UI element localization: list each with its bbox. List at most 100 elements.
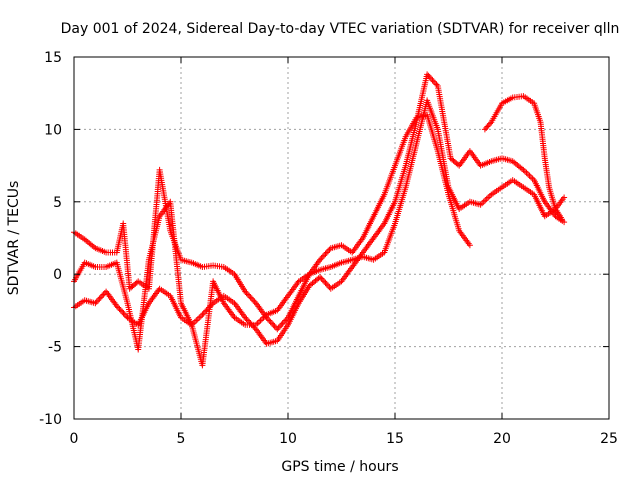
data-point <box>180 316 182 319</box>
data-point <box>308 284 311 287</box>
data-point <box>330 266 332 268</box>
data-point <box>544 215 546 218</box>
data-point <box>554 208 557 210</box>
data-point <box>415 117 418 119</box>
data-point <box>255 324 257 326</box>
data-point <box>437 150 439 152</box>
data-point <box>426 73 428 76</box>
chart-title: Day 001 of 2024, Sidereal Day-to-day VTE… <box>61 21 620 37</box>
data-point <box>233 302 236 304</box>
data-point <box>201 266 204 268</box>
data-point <box>244 324 246 326</box>
data-point <box>276 340 279 342</box>
data-point <box>561 218 563 220</box>
y-tick-label: -10 <box>39 412 62 428</box>
data-point <box>522 95 525 97</box>
data-point <box>158 215 161 218</box>
data-point <box>458 208 461 210</box>
data-point <box>297 295 300 297</box>
data-point <box>308 273 311 276</box>
x-tick-label: 25 <box>600 431 618 447</box>
x-axis-label: GPS time / hours <box>281 459 398 475</box>
data-point <box>394 201 396 203</box>
data-point <box>383 222 386 225</box>
data-point <box>319 276 321 278</box>
y-tick-label: 5 <box>53 195 62 211</box>
axis-ticks: 0 5 10 15 20 25 -10 -5 0 5 10 15 <box>39 50 618 447</box>
data-point <box>116 261 118 264</box>
data-point <box>404 164 407 167</box>
data-point <box>169 295 172 297</box>
data-point <box>479 203 482 206</box>
data-point <box>297 280 300 283</box>
data-point <box>330 247 332 249</box>
data-point <box>362 237 364 239</box>
data-point <box>362 251 364 254</box>
x-tick-label: 0 <box>70 431 79 447</box>
data-point <box>447 186 450 189</box>
data-point <box>148 287 150 290</box>
series-track-d <box>481 93 565 223</box>
data-point <box>501 157 503 160</box>
data-point <box>511 96 514 99</box>
data-point <box>244 290 246 293</box>
y-tick-label: 10 <box>44 122 62 138</box>
data-point <box>94 266 97 268</box>
data-point <box>539 121 542 123</box>
data-point <box>511 179 514 181</box>
data-point <box>265 342 268 345</box>
data-point <box>190 261 193 264</box>
data-point <box>297 302 300 304</box>
data-point <box>137 324 139 326</box>
data-point <box>244 316 246 319</box>
data-point <box>169 201 172 203</box>
data-point <box>340 244 343 247</box>
series-track-a <box>71 71 568 347</box>
data-point <box>469 244 471 247</box>
data-point <box>404 186 407 189</box>
data-point <box>362 256 364 258</box>
data-point <box>533 179 535 181</box>
data-point <box>83 238 86 241</box>
series-markers <box>71 71 568 347</box>
data-point <box>255 302 257 304</box>
data-point <box>180 302 182 304</box>
data-point <box>255 328 257 331</box>
data-point <box>383 193 386 196</box>
series-track-b <box>71 97 568 369</box>
data-point <box>490 193 493 196</box>
data-point <box>394 164 396 167</box>
data-series <box>71 71 568 369</box>
data-point <box>105 266 107 268</box>
data-point <box>351 258 354 261</box>
data-point <box>372 215 375 218</box>
data-point <box>426 114 428 116</box>
data-point <box>437 128 439 131</box>
data-point <box>105 251 107 254</box>
data-point <box>544 157 546 160</box>
data-point <box>394 222 396 225</box>
data-point <box>126 302 129 304</box>
series-markers <box>481 93 565 223</box>
data-point <box>351 266 354 268</box>
data-point <box>287 295 289 297</box>
data-point <box>372 237 375 239</box>
data-point <box>548 186 550 189</box>
data-point <box>319 269 321 271</box>
data-point <box>83 299 86 302</box>
x-tick-label: 15 <box>386 431 404 447</box>
data-point <box>212 280 214 283</box>
data-point <box>522 169 525 171</box>
data-point <box>201 364 204 367</box>
data-point <box>116 251 118 254</box>
data-point <box>511 160 514 163</box>
data-point <box>319 258 321 261</box>
data-point <box>83 261 86 264</box>
data-point <box>351 251 354 254</box>
data-point <box>212 264 214 267</box>
data-point <box>443 121 446 123</box>
data-point <box>128 287 131 290</box>
y-tick-label: -5 <box>48 340 62 356</box>
data-point <box>137 280 139 283</box>
